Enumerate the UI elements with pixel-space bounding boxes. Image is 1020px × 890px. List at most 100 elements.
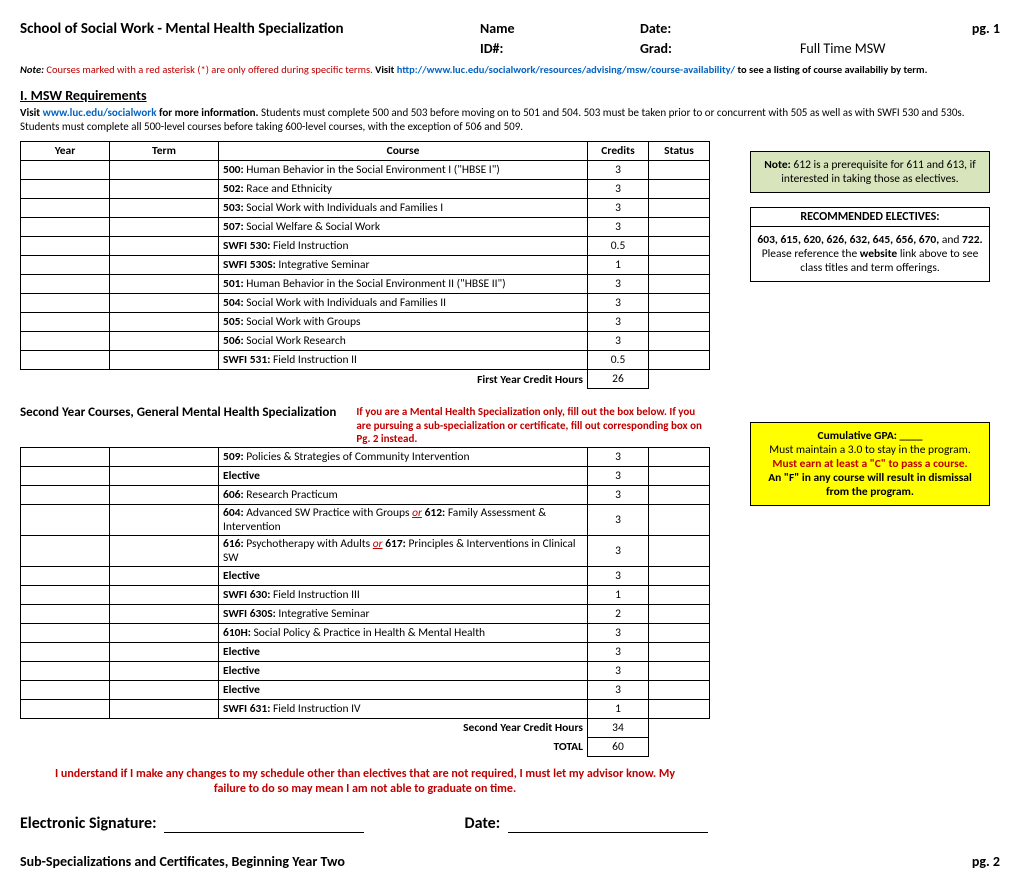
cell-status[interactable] — [649, 642, 710, 661]
cell-course: 610H: Social Policy & Practice in Health… — [219, 623, 588, 642]
cell-status[interactable] — [649, 237, 710, 256]
cell-term[interactable] — [110, 485, 219, 504]
cell-year[interactable] — [21, 180, 110, 199]
cell-year[interactable] — [21, 161, 110, 180]
section1-heading: I. MSW Requirements — [20, 87, 1000, 104]
cell-year[interactable] — [21, 604, 110, 623]
cell-status[interactable] — [649, 294, 710, 313]
cell-term[interactable] — [110, 199, 219, 218]
cell-year[interactable] — [21, 642, 110, 661]
cell-credits: 1 — [588, 585, 649, 604]
cell-year[interactable] — [21, 466, 110, 485]
cell-year[interactable] — [21, 485, 110, 504]
cell-year[interactable] — [21, 680, 110, 699]
table-row: SWFI 631: Field Instruction IV1 — [21, 699, 710, 718]
cell-term[interactable] — [110, 699, 219, 718]
cell-status[interactable] — [649, 466, 710, 485]
section1-more: for more information. — [159, 106, 258, 119]
note-url[interactable]: http://www.luc.edu/socialwork/resources/… — [397, 63, 735, 76]
cell-year[interactable] — [21, 699, 110, 718]
t1-total-label: First Year Credit Hours — [21, 370, 588, 389]
sig-line[interactable] — [164, 814, 364, 833]
cell-year[interactable] — [21, 256, 110, 275]
cell-term[interactable] — [110, 313, 219, 332]
table-row: SWFI 531: Field Instruction II0.5 — [21, 351, 710, 370]
cell-year[interactable] — [21, 332, 110, 351]
cell-status[interactable] — [649, 699, 710, 718]
cell-status[interactable] — [649, 680, 710, 699]
cell-term[interactable] — [110, 585, 219, 604]
yellow-l3: Must earn at least a "C" to pass a cours… — [772, 457, 967, 471]
cell-status[interactable] — [649, 351, 710, 370]
cell-course: 504: Social Work with Individuals and Fa… — [219, 294, 588, 313]
th-term: Term — [110, 142, 219, 161]
cell-year[interactable] — [21, 504, 110, 535]
cell-status[interactable] — [649, 218, 710, 237]
table-row: Elective3 — [21, 680, 710, 699]
section1-url[interactable]: www.luc.edu/socialwork — [43, 106, 157, 119]
cell-term[interactable] — [110, 275, 219, 294]
cell-year[interactable] — [21, 218, 110, 237]
cell-year[interactable] — [21, 199, 110, 218]
cell-year[interactable] — [21, 447, 110, 466]
cell-term[interactable] — [110, 466, 219, 485]
cell-status[interactable] — [649, 485, 710, 504]
cell-term[interactable] — [110, 535, 219, 566]
cell-credits: 3 — [588, 218, 649, 237]
cell-term[interactable] — [110, 642, 219, 661]
cell-status[interactable] — [649, 623, 710, 642]
cell-status[interactable] — [649, 199, 710, 218]
cell-status[interactable] — [649, 604, 710, 623]
cell-term[interactable] — [110, 504, 219, 535]
cell-status[interactable] — [649, 566, 710, 585]
cell-term[interactable] — [110, 351, 219, 370]
cell-status[interactable] — [649, 447, 710, 466]
cell-term[interactable] — [110, 256, 219, 275]
cell-course: 616: Psychotherapy with Adults or 617: P… — [219, 535, 588, 566]
cell-term[interactable] — [110, 180, 219, 199]
greenbox: Note: 612 is a prerequisite for 611 and … — [750, 151, 990, 193]
cell-term[interactable] — [110, 218, 219, 237]
cell-year[interactable] — [21, 294, 110, 313]
cell-status[interactable] — [649, 180, 710, 199]
cell-status[interactable] — [649, 585, 710, 604]
cell-year[interactable] — [21, 585, 110, 604]
cell-term[interactable] — [110, 604, 219, 623]
cell-status[interactable] — [649, 504, 710, 535]
greenbox-bold: Note: — [764, 158, 791, 172]
cell-term[interactable] — [110, 161, 219, 180]
cell-status[interactable] — [649, 535, 710, 566]
cell-term[interactable] — [110, 623, 219, 642]
name-label: Name — [480, 20, 640, 38]
table-row: 506: Social Work Research3 — [21, 332, 710, 351]
section1-visit: Visit — [20, 106, 40, 119]
cell-status[interactable] — [649, 332, 710, 351]
cell-term[interactable] — [110, 661, 219, 680]
cell-status[interactable] — [649, 661, 710, 680]
cell-year[interactable] — [21, 351, 110, 370]
cell-status[interactable] — [649, 161, 710, 180]
cell-year[interactable] — [21, 623, 110, 642]
cell-course: 500: Human Behavior in the Social Enviro… — [219, 161, 588, 180]
cell-term[interactable] — [110, 237, 219, 256]
t2-sub-value: 34 — [588, 718, 649, 737]
cell-term[interactable] — [110, 680, 219, 699]
cell-term[interactable] — [110, 332, 219, 351]
cell-term[interactable] — [110, 447, 219, 466]
cell-credits: 3 — [588, 566, 649, 585]
cell-year[interactable] — [21, 661, 110, 680]
cell-term[interactable] — [110, 294, 219, 313]
cell-credits: 1 — [588, 699, 649, 718]
cell-status[interactable] — [649, 313, 710, 332]
date-line[interactable] — [508, 814, 708, 833]
cell-year[interactable] — [21, 566, 110, 585]
cell-year[interactable] — [21, 237, 110, 256]
cell-term[interactable] — [110, 566, 219, 585]
cell-year[interactable] — [21, 313, 110, 332]
cell-course: SWFI 631: Field Instruction IV — [219, 699, 588, 718]
cell-year[interactable] — [21, 535, 110, 566]
t1-total-value: 26 — [588, 370, 649, 389]
cell-year[interactable] — [21, 275, 110, 294]
cell-status[interactable] — [649, 256, 710, 275]
cell-status[interactable] — [649, 275, 710, 294]
